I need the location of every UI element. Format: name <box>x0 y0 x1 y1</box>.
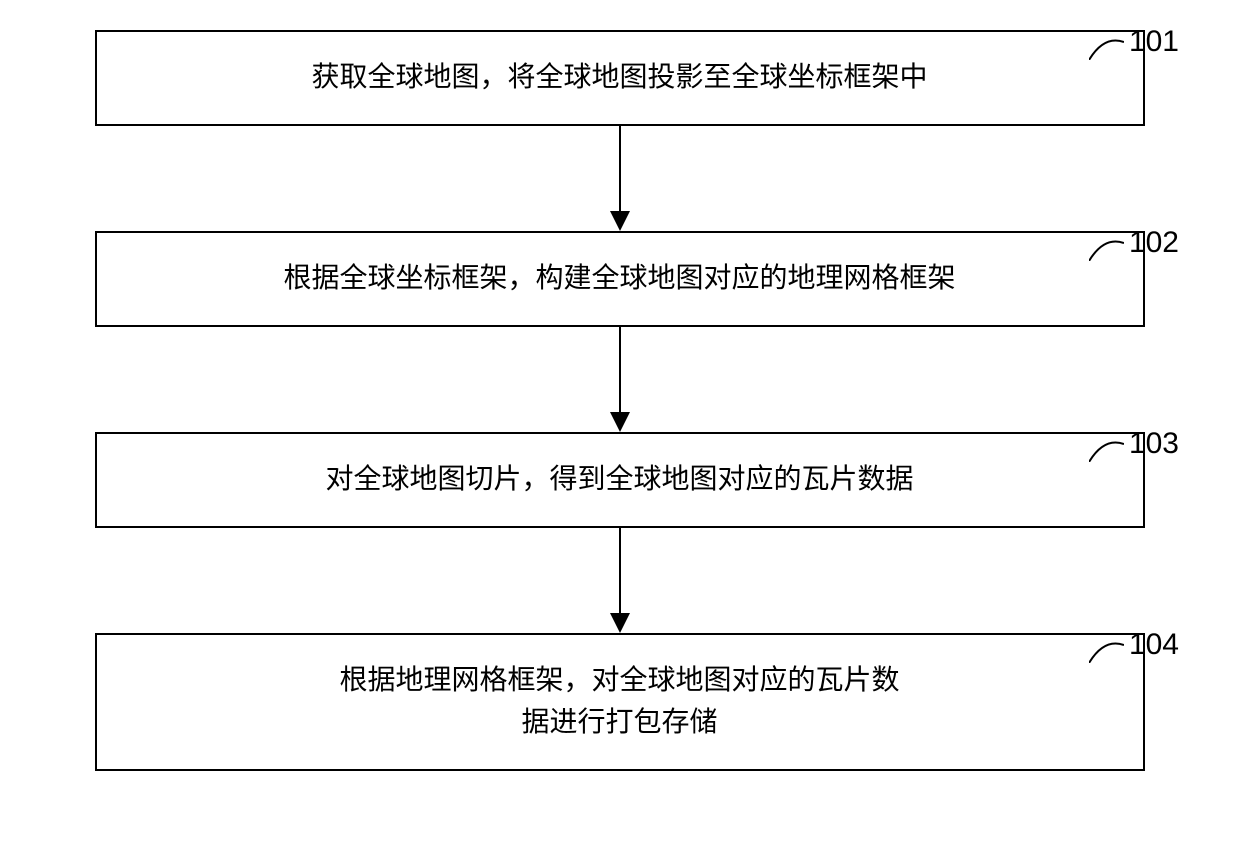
step-container-2: 根据全球坐标框架，构建全球地图对应的地理网格框架 102 <box>40 231 1199 327</box>
step-label-2: 102 <box>1129 226 1179 260</box>
step-container-4: 根据地理网格框架，对全球地图对应的瓦片数 据进行打包存储 104 <box>40 633 1199 771</box>
step-text-1: 获取全球地图，将全球地图投影至全球坐标框架中 <box>311 57 927 99</box>
arrow-3 <box>600 528 640 633</box>
step-box-2: 根据全球坐标框架，构建全球地图对应的地理网格框架 <box>95 231 1145 327</box>
arrow-1 <box>600 126 640 231</box>
arrow-container-1 <box>40 126 1199 231</box>
arrow-container-2 <box>40 327 1199 432</box>
step-label-3: 103 <box>1129 427 1179 461</box>
step-curve-4 <box>1089 633 1124 663</box>
step-curve-1 <box>1089 30 1124 60</box>
step-curve-2 <box>1089 231 1124 261</box>
step-curve-3 <box>1089 432 1124 462</box>
step-text-2: 根据全球坐标框架，构建全球地图对应的地理网格框架 <box>283 258 955 300</box>
step-box-1: 获取全球地图，将全球地图投影至全球坐标框架中 <box>95 30 1145 126</box>
step-text-4: 根据地理网格框架，对全球地图对应的瓦片数 据进行打包存储 <box>339 660 899 744</box>
flowchart-container: 获取全球地图，将全球地图投影至全球坐标框架中 101 根据全球坐标框架，构建全球… <box>40 30 1199 771</box>
step-text-3: 对全球地图切片，得到全球地图对应的瓦片数据 <box>325 459 913 501</box>
step-label-1: 101 <box>1129 25 1179 59</box>
arrow-container-3 <box>40 528 1199 633</box>
step-box-3: 对全球地图切片，得到全球地图对应的瓦片数据 <box>95 432 1145 528</box>
arrow-2 <box>600 327 640 432</box>
step-container-1: 获取全球地图，将全球地图投影至全球坐标框架中 101 <box>40 30 1199 126</box>
step-container-3: 对全球地图切片，得到全球地图对应的瓦片数据 103 <box>40 432 1199 528</box>
step-box-4: 根据地理网格框架，对全球地图对应的瓦片数 据进行打包存储 <box>95 633 1145 771</box>
step-label-4: 104 <box>1129 628 1179 662</box>
